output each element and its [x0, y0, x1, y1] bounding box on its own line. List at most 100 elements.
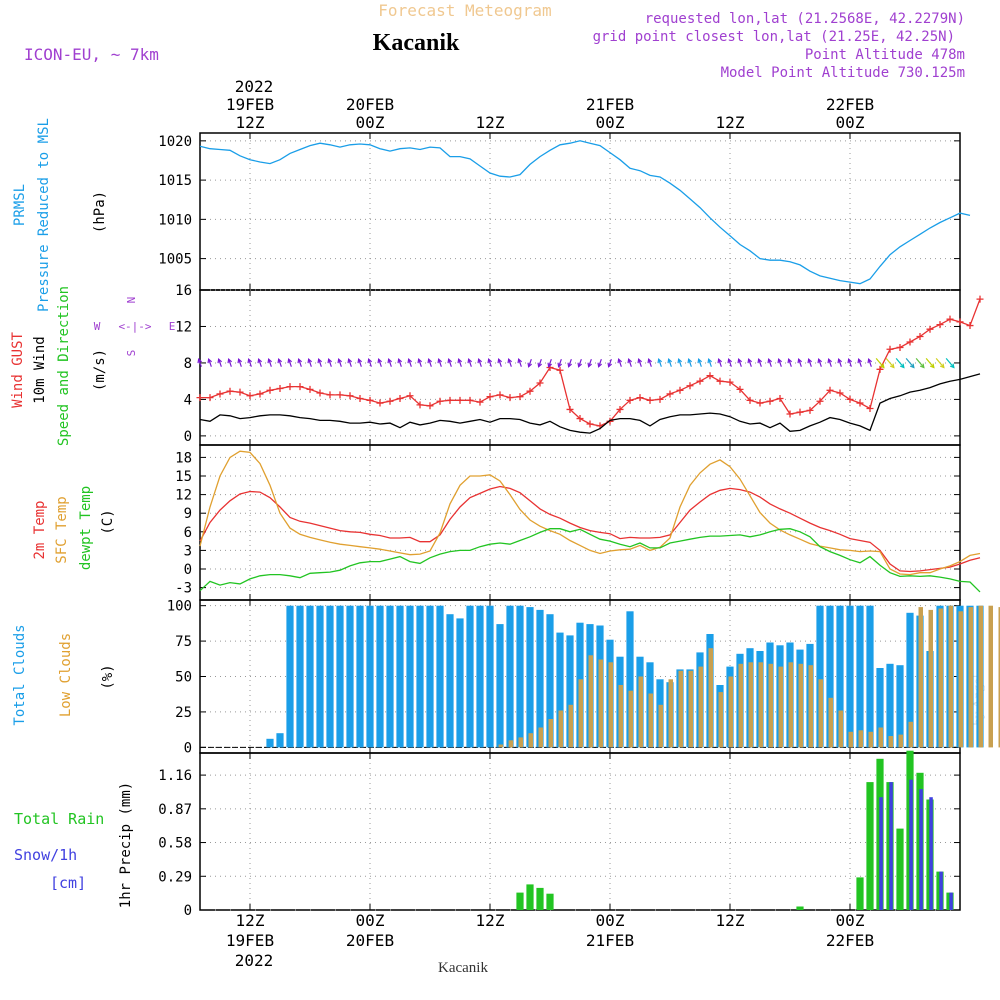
wind-arrow-head [847, 358, 853, 364]
wind-arrow [925, 357, 935, 368]
clouds-bar-1 [708, 648, 713, 748]
gust-marker [966, 322, 974, 330]
wind-arrow-head [827, 358, 833, 364]
wind-arrow-head [217, 358, 223, 364]
wind-arrow [885, 357, 895, 368]
wind-arrow [518, 358, 522, 367]
wind-arrow [678, 358, 682, 367]
gust-marker [576, 415, 584, 423]
gust-marker [606, 417, 614, 425]
wind-arrow-head [227, 358, 233, 364]
clouds-bar-1 [948, 605, 953, 748]
clouds-bar-1 [858, 730, 863, 748]
precipitation-bar-0 [896, 828, 904, 910]
clouds-bar-1 [518, 737, 523, 748]
wind-arrow-head [607, 362, 613, 368]
bottom-date-label: 21FEB [586, 931, 634, 950]
clouds-bar-0 [276, 733, 284, 748]
clouds-bar-0 [386, 605, 394, 748]
bottom-time-label: 12Z [236, 911, 265, 930]
wind-arrow [558, 358, 562, 367]
temperature-ytick-label: 0 [184, 562, 192, 578]
clouds-bar-0 [486, 605, 494, 748]
wind-arrow [438, 358, 442, 367]
clouds-ytick-label: 75 [175, 634, 192, 650]
gust-marker [226, 387, 234, 395]
gust-marker [276, 384, 284, 392]
gust-marker [376, 399, 384, 407]
legend-dir-east: E [169, 320, 176, 333]
wind-arrow [498, 358, 502, 367]
gust-marker [676, 386, 684, 394]
pressure-unit: (hPa) [92, 191, 108, 233]
gust-marker [296, 383, 304, 391]
wind-arrow [818, 358, 822, 367]
wind-arrow-head [627, 358, 633, 364]
clouds-bar-0 [286, 605, 294, 748]
wind-ytick-label: 8 [184, 356, 192, 372]
sfc-temp-label: SFC Temp [54, 496, 70, 563]
wind-arrow-head [577, 362, 583, 368]
temperature-series-1 [199, 450, 981, 576]
clouds-bar-0 [496, 624, 504, 748]
wind-unit: (m/s) [92, 349, 108, 391]
gust-marker [806, 406, 814, 414]
precipitation-bar-0 [516, 892, 524, 910]
wind-arrow [238, 358, 242, 367]
wind-arrow-head [347, 358, 353, 364]
clouds-bar-1 [638, 676, 643, 748]
wind-arrow [308, 358, 312, 367]
clouds-bar-1 [688, 670, 693, 748]
temperature-ytick-label: 6 [184, 525, 192, 541]
clouds-bar-1 [618, 685, 623, 748]
total-clouds-label: Total Clouds [12, 624, 28, 725]
wind-arrow [868, 358, 872, 367]
clouds-bar-0 [376, 605, 384, 748]
wind-arrow-head [367, 358, 373, 364]
wind-arrow [268, 358, 272, 367]
clouds-ytick-label: 25 [175, 705, 192, 721]
wind-arrow-head [677, 358, 683, 364]
wind-arrow [258, 358, 262, 367]
wind-arrow [778, 358, 782, 367]
gust-marker [266, 386, 274, 394]
wind-arrow [688, 358, 692, 367]
clouds-bar-1 [658, 704, 663, 748]
wind-ytick-label: 12 [175, 319, 192, 335]
wind-ytick-label: 16 [175, 283, 192, 299]
wind-arrow-head [697, 358, 703, 364]
wind-arrow-head [427, 358, 433, 364]
wind-arrow-head [909, 363, 915, 369]
clouds-bar-0 [826, 605, 834, 748]
bottom-year: 2022 [235, 951, 274, 970]
wind-arrow-head [857, 358, 863, 364]
wind-arrow [488, 358, 492, 367]
precipitation-bar-1 [929, 797, 933, 910]
wind-arrow-head [507, 358, 513, 364]
temperature-series-2 [199, 528, 981, 593]
clouds-bar-1 [838, 710, 843, 748]
precipitation-bar-1 [889, 782, 893, 910]
wind-arrow [658, 358, 662, 367]
clouds-bar-0 [426, 605, 434, 748]
wind-arrow [428, 358, 432, 367]
wind-arrow [288, 358, 292, 367]
clouds-bar-0 [866, 605, 874, 748]
clouds-bar-1 [608, 662, 613, 748]
clouds-bar-1 [798, 663, 803, 748]
wind-arrow [418, 358, 422, 367]
clouds-bar-1 [978, 605, 983, 748]
precipitation-bar-0 [856, 877, 864, 910]
snow-unit-label: [cm] [50, 874, 86, 892]
gust-marker [726, 378, 734, 386]
wind-arrow [508, 358, 512, 367]
pressure-ytick-label: 1010 [158, 212, 192, 228]
wind-arrow [408, 358, 412, 367]
wind-arrow-head [457, 358, 463, 364]
clouds-bar-0 [856, 605, 864, 748]
clouds-bar-1 [738, 663, 743, 748]
clouds-unit: (%) [100, 664, 116, 689]
gust-marker [476, 398, 484, 406]
wind-arrow-head [757, 358, 763, 364]
